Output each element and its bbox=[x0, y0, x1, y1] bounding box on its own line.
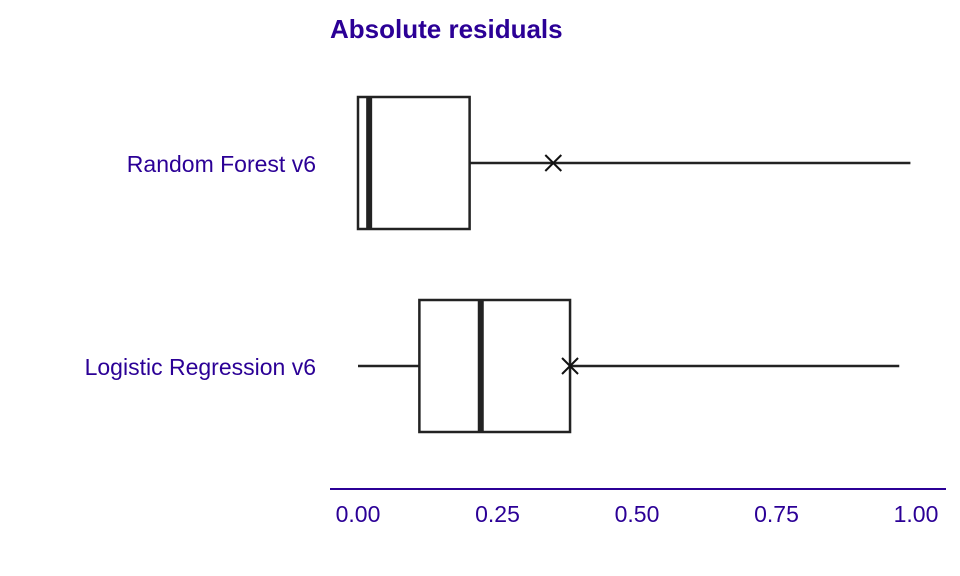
category-label: Logistic Regression v6 bbox=[85, 354, 316, 380]
iqr-box bbox=[356, 95, 471, 231]
box-group: Logistic Regression v6 bbox=[85, 298, 900, 434]
mean-marker bbox=[561, 357, 579, 375]
iqr-box bbox=[418, 298, 572, 434]
mean-marker-stroke bbox=[544, 154, 563, 172]
chart-title: Absolute residuals bbox=[330, 14, 563, 44]
box-group: Random Forest v6 bbox=[127, 95, 911, 231]
x-tick-label: 0.50 bbox=[615, 501, 660, 527]
x-tick-label: 0.75 bbox=[754, 501, 799, 527]
x-tick-label: 1.00 bbox=[894, 501, 939, 527]
x-tick-label: 0.25 bbox=[475, 501, 520, 527]
boxes-group: Random Forest v6 Logistic Regression v6 bbox=[85, 95, 911, 434]
mean-marker-stroke bbox=[561, 357, 579, 375]
mean-marker bbox=[544, 154, 563, 172]
x-axis: 0.00 0.25 0.50 0.75 1.00 bbox=[330, 488, 946, 527]
category-label: Random Forest v6 bbox=[127, 151, 316, 177]
x-tick-label: 0.00 bbox=[336, 501, 381, 527]
